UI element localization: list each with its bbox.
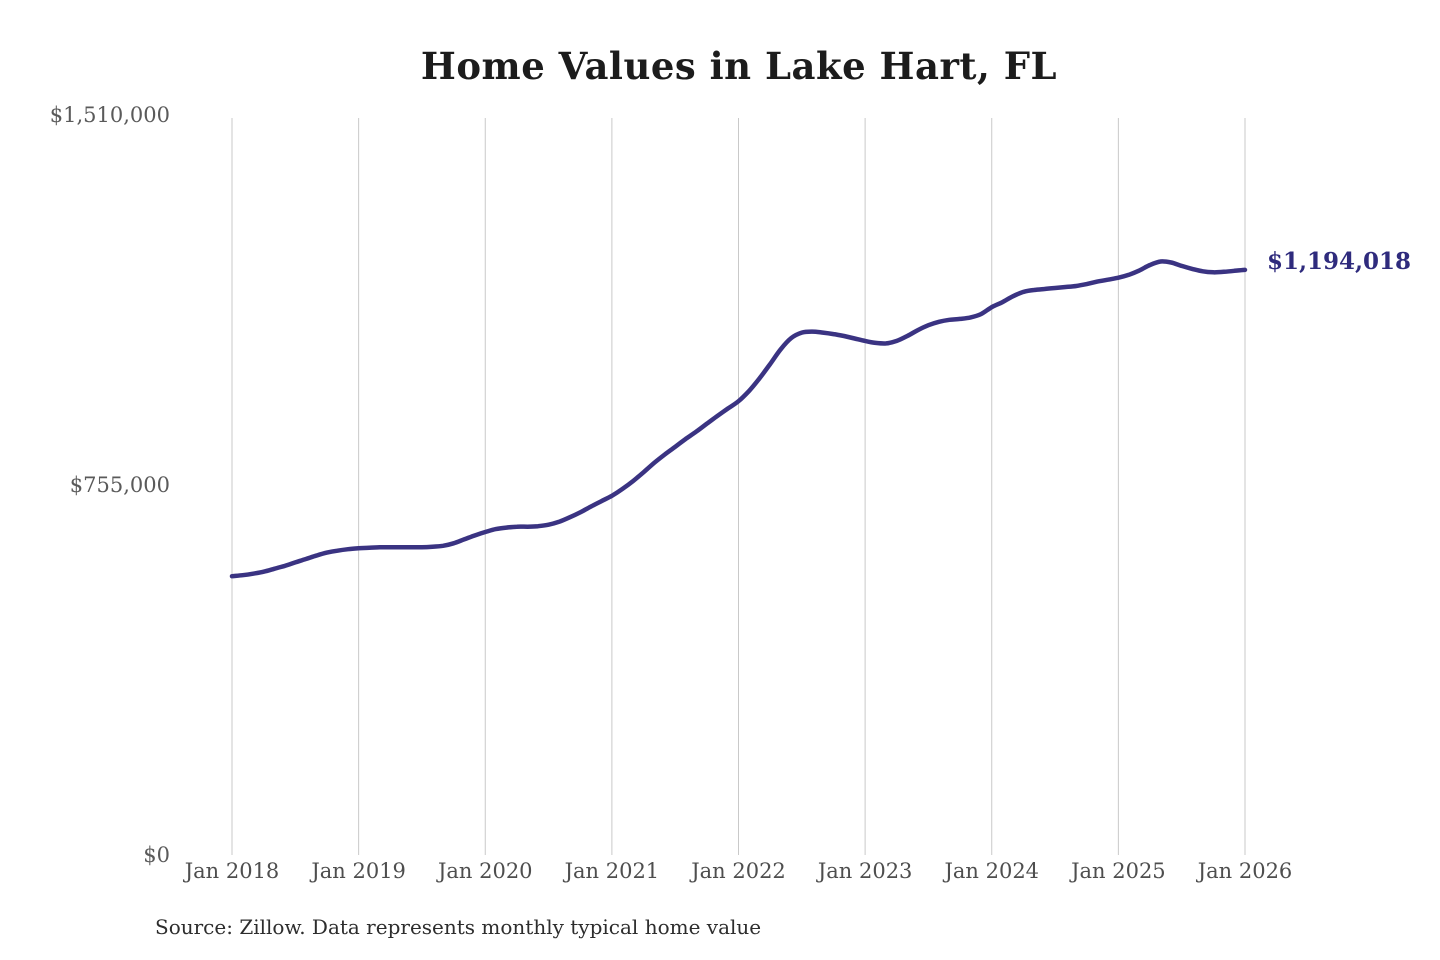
x-tick-label: Jan 2018 (184, 859, 280, 883)
vertical-gridlines (231, 118, 1246, 855)
home-value-line (229, 259, 1248, 579)
chart-title: Home Values in Lake Hart, FL (420, 44, 1058, 88)
latest-value-label: $1,194,018 (1267, 247, 1412, 275)
x-tick-label: Jan 2026 (1197, 859, 1293, 883)
y-tick-label: $755,000 (69, 473, 170, 497)
x-tick-label: Jan 2024 (944, 859, 1040, 883)
x-tick-label: Jan 2019 (311, 859, 406, 883)
x-tick-label: Jan 2023 (817, 859, 913, 883)
x-tick-label: Jan 2021 (564, 859, 660, 883)
x-tick-label: Jan 2020 (437, 859, 533, 883)
x-tick-label: Jan 2025 (1071, 859, 1166, 883)
y-tick-label: $0 (143, 843, 170, 867)
source-note: Source: Zillow. Data represents monthly … (155, 915, 762, 939)
y-tick-label: $1,510,000 (49, 103, 170, 127)
x-tick-label: Jan 2022 (691, 859, 786, 883)
